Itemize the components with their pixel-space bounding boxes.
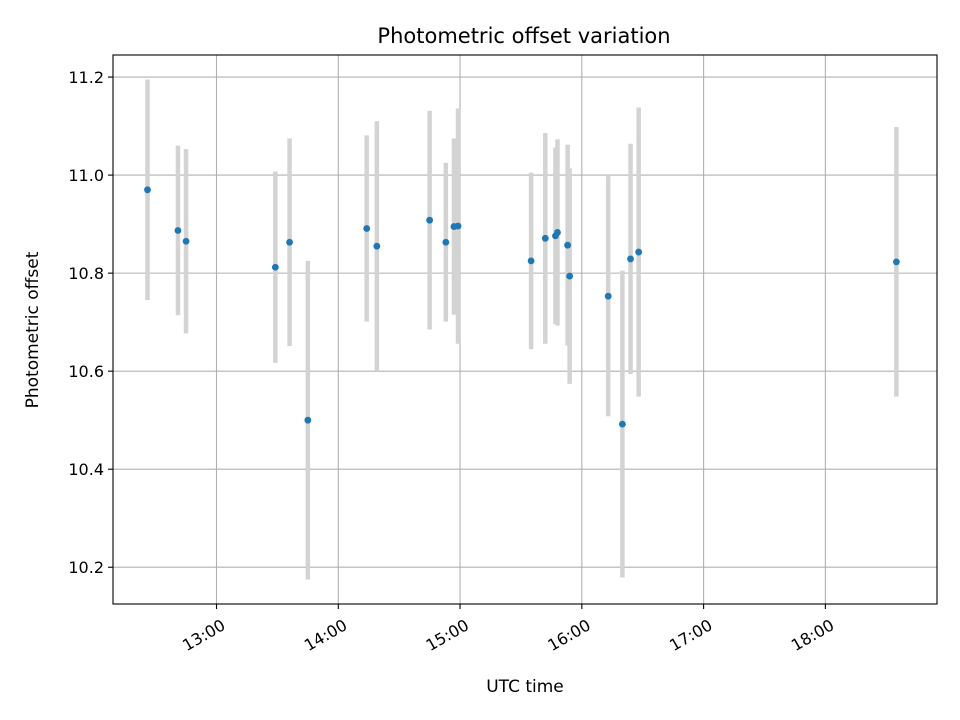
x-axis-ticks: 13:00 14:00 15:00 16:00 17:00 18:00	[179, 604, 837, 655]
x-tick-label: 16:00	[544, 615, 593, 655]
data-point	[527, 257, 535, 265]
data-point	[363, 225, 371, 232]
x-axis-label: UTC time	[486, 677, 564, 697]
y-axis-label: Photometric offset	[23, 251, 43, 408]
data-point	[454, 222, 462, 230]
data-point	[564, 241, 572, 249]
x-tick-label: 17:00	[666, 615, 715, 655]
data-point	[182, 237, 190, 245]
data-point	[627, 255, 634, 263]
data-point	[566, 272, 574, 280]
grid	[113, 55, 937, 604]
x-tick-label: 18:00	[788, 615, 837, 655]
y-tick-label: 10.4	[68, 460, 104, 479]
data-point	[893, 258, 900, 266]
y-tick-label: 10.8	[68, 264, 104, 283]
data-point	[271, 263, 279, 271]
data-point	[442, 238, 450, 246]
x-tick-label: 14:00	[301, 615, 350, 655]
x-tick-label: 13:00	[179, 615, 228, 655]
data-point	[144, 186, 151, 194]
data-point	[554, 229, 561, 236]
data-point	[286, 238, 293, 246]
y-tick-label: 11.0	[68, 166, 104, 185]
data-point	[304, 416, 312, 424]
data-point	[635, 248, 643, 256]
error-bars	[145, 79, 899, 580]
y-tick-label: 11.2	[68, 68, 104, 87]
plot-frame	[112, 54, 938, 605]
y-axis-ticks: 10.2 10.4 10.6 10.8 11.0 11.2	[68, 68, 113, 577]
data-point	[619, 420, 626, 428]
data-point	[373, 242, 381, 250]
x-tick-label: 15:00	[423, 615, 472, 655]
chart-title: Photometric offset variation	[377, 24, 670, 48]
data-point	[541, 234, 549, 242]
y-tick-label: 10.2	[68, 558, 104, 577]
data-point	[426, 216, 434, 224]
data-point	[174, 227, 182, 234]
y-tick-label: 10.6	[68, 362, 104, 381]
data-points	[144, 186, 900, 428]
data-point	[604, 292, 612, 300]
